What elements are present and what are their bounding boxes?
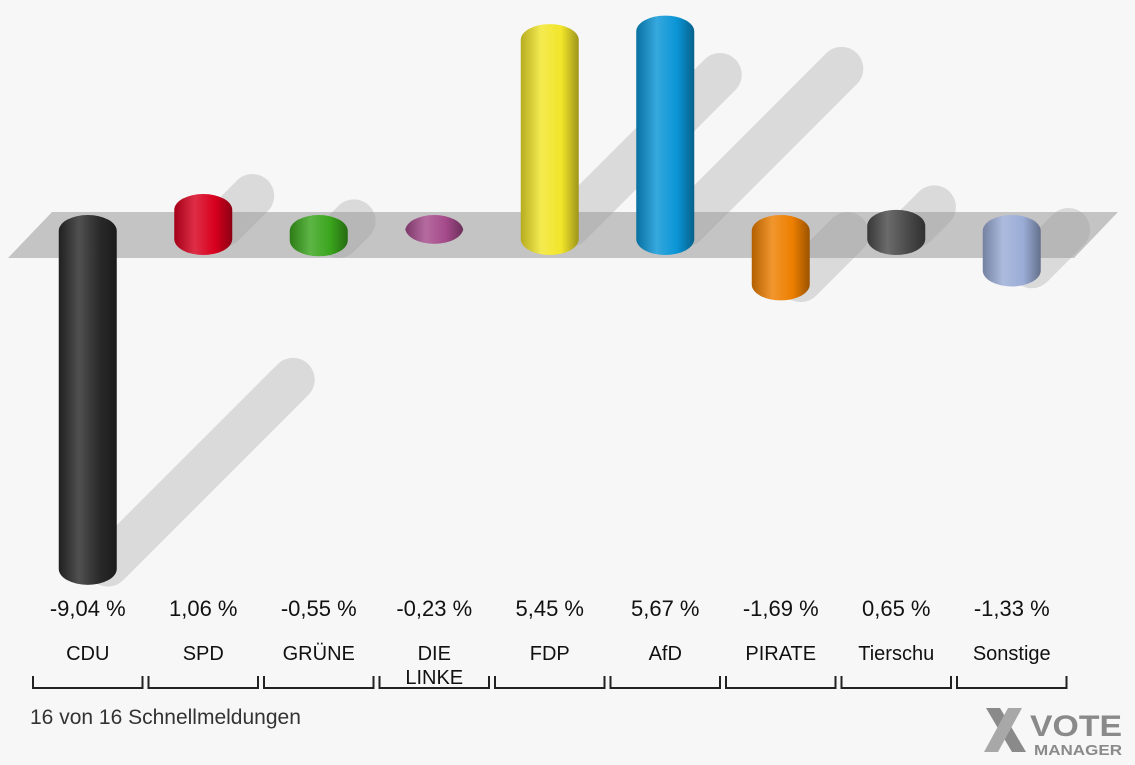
value-label: 5,45 %	[516, 596, 585, 621]
value-label: 0,65 %	[862, 596, 931, 621]
bar-spd	[174, 193, 233, 255]
category-label: FDP	[530, 643, 570, 665]
value-label: -9,04 %	[50, 596, 126, 621]
bar-fdp	[520, 24, 579, 256]
value-label: -1,33 %	[974, 596, 1050, 621]
category-bracket	[609, 676, 721, 689]
bar-pirate	[751, 215, 810, 301]
category-label: AfD	[649, 643, 682, 665]
bar-sonstige	[982, 215, 1041, 287]
category-label: LINKE	[405, 667, 463, 689]
labels: -9,04 % CDU 1,06 % SPD -0,55 % GRÜNE -0,23 % DI…	[50, 596, 1051, 689]
category-label: SPD	[183, 643, 224, 665]
value-label: -1,69 %	[743, 596, 819, 621]
status-text: 16 von 16 Schnellmeldungen	[30, 706, 301, 729]
category-label: Tierschu	[858, 643, 934, 665]
category-bracket	[840, 676, 952, 689]
bar-shadows	[86, 46, 1091, 587]
category-bracket	[378, 676, 490, 689]
category-bracket	[956, 676, 1068, 689]
category-bracket	[147, 676, 259, 689]
value-label: 1,06 %	[169, 596, 238, 621]
category-label: GRÜNE	[283, 643, 355, 665]
value-label: 5,67 %	[631, 596, 700, 621]
category-bracket	[725, 676, 837, 689]
logo-word-vote: VOTE	[1030, 710, 1122, 743]
bar-gr-ne	[289, 215, 348, 257]
logo-word-manager: MANAGER	[1034, 742, 1122, 759]
x-mark-icon	[984, 708, 1026, 752]
bar-die-linke	[405, 215, 464, 244]
bar-shadow	[663, 46, 864, 247]
vote-manager-logo: VOTE MANAGER	[984, 708, 1122, 759]
category-bracket	[263, 676, 375, 689]
category-label: PIRATE	[745, 643, 816, 665]
value-label: -0,23 %	[396, 596, 472, 621]
bar-shadow	[86, 357, 315, 587]
bar-cdu	[58, 215, 117, 585]
category-label: Sonstige	[973, 643, 1051, 665]
bars	[58, 15, 1041, 585]
value-label: -0,55 %	[281, 596, 357, 621]
category-bracket	[494, 676, 606, 689]
category-bracket	[32, 676, 144, 689]
bar-afd	[636, 15, 695, 256]
category-axis	[32, 676, 1068, 689]
category-label: DIE	[418, 643, 451, 665]
category-label: CDU	[66, 643, 109, 665]
bar-tierschu	[867, 209, 926, 256]
